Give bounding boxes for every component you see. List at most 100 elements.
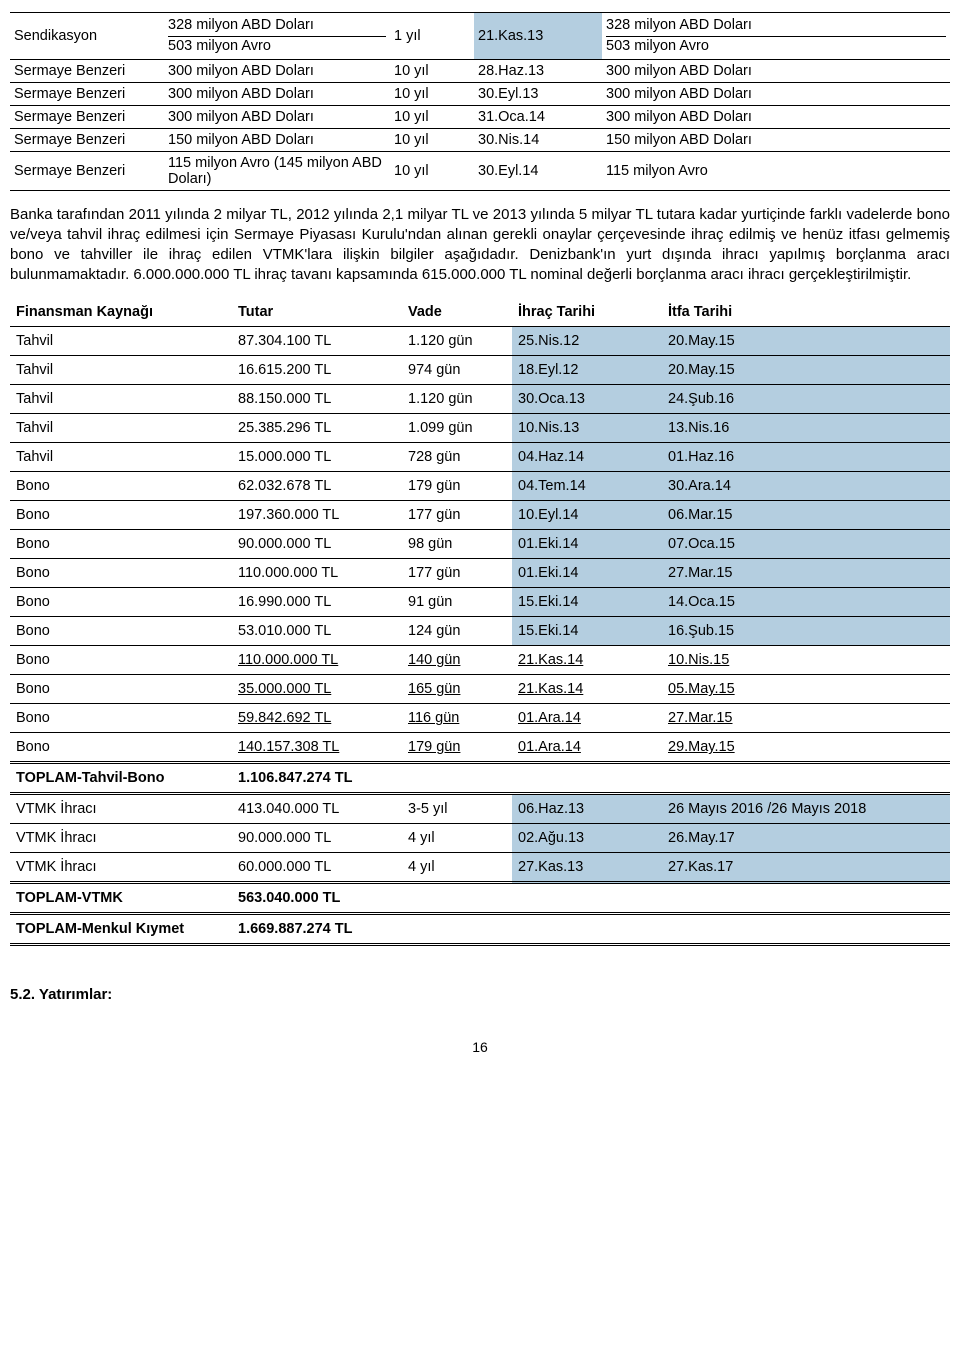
- cell: 14.Oca.15: [662, 588, 950, 617]
- cell: 300 milyon ABD Doları: [602, 106, 950, 129]
- cell: 4 yıl: [402, 853, 512, 883]
- cell: 35.000.000 TL: [232, 675, 402, 704]
- cell: 60.000.000 TL: [232, 853, 402, 883]
- cell: 98 gün: [402, 530, 512, 559]
- cell: 10 yıl: [390, 83, 474, 106]
- table-row: Bono110.000.000 TL177 gün01.Eki.1427.Mar…: [10, 559, 950, 588]
- cell: 300 milyon ABD Doları: [164, 106, 390, 129]
- paragraph-body: Banka tarafından 2011 yılında 2 milyar T…: [10, 205, 950, 284]
- cell: 1.669.887.274 TL: [232, 914, 402, 945]
- cell: Sermaye Benzeri: [10, 129, 164, 152]
- cell: 300 milyon ABD Doları: [164, 60, 390, 83]
- cell: Bono: [10, 501, 232, 530]
- cell: 110.000.000 TL: [232, 559, 402, 588]
- cell: Bono: [10, 617, 232, 646]
- cell: 140.157.308 TL: [232, 733, 402, 763]
- cell: 4 yıl: [402, 824, 512, 853]
- cell: [512, 883, 662, 914]
- cell: Sermaye Benzeri: [10, 83, 164, 106]
- cell: 59.842.692 TL: [232, 704, 402, 733]
- cell: 179 gün: [402, 472, 512, 501]
- cell: 16.Şub.15: [662, 617, 950, 646]
- cell: 13.Nis.16: [662, 414, 950, 443]
- cell: 21.Kas.14: [512, 646, 662, 675]
- cell: TOPLAM-Tahvil-Bono: [10, 763, 232, 794]
- cell: 21.Kas.14: [512, 675, 662, 704]
- page-number: 16: [10, 1039, 950, 1055]
- header-cell: Vade: [402, 298, 512, 327]
- cell: Bono: [10, 588, 232, 617]
- table-row: Bono90.000.000 TL98 gün01.Eki.1407.Oca.1…: [10, 530, 950, 559]
- cell: 24.Şub.16: [662, 385, 950, 414]
- cell: 26.May.17: [662, 824, 950, 853]
- cell: Tahvil: [10, 414, 232, 443]
- cell: [662, 883, 950, 914]
- cell: 1.120 gün: [402, 385, 512, 414]
- cell: 177 gün: [402, 501, 512, 530]
- cell: 140 gün: [402, 646, 512, 675]
- cell: 300 milyon ABD Doları: [602, 83, 950, 106]
- header-cell: İtfa Tarihi: [662, 298, 950, 327]
- cell: 15.000.000 TL: [232, 443, 402, 472]
- cell: 90.000.000 TL: [232, 530, 402, 559]
- cell: 05.May.15: [662, 675, 950, 704]
- cell: 01.Eki.14: [512, 559, 662, 588]
- table-sermaye: Sendikasyon328 milyon ABD Doları503 mily…: [10, 12, 950, 191]
- cell: [512, 914, 662, 945]
- table-row: Bono110.000.000 TL140 gün21.Kas.1410.Nis…: [10, 646, 950, 675]
- cell: 28.Haz.13: [474, 60, 602, 83]
- cell: 115 milyon Avro (145 milyon ABD Doları): [164, 152, 390, 191]
- cell: 01.Ara.14: [512, 733, 662, 763]
- cell: 27.Mar.15: [662, 704, 950, 733]
- cell: Tahvil: [10, 356, 232, 385]
- cell: 1 yıl: [390, 13, 474, 60]
- cell: 01.Ara.14: [512, 704, 662, 733]
- cell: 07.Oca.15: [662, 530, 950, 559]
- cell: 10.Nis.15: [662, 646, 950, 675]
- cell: Bono: [10, 675, 232, 704]
- cell: 1.099 gün: [402, 414, 512, 443]
- cell: 179 gün: [402, 733, 512, 763]
- cell: 728 gün: [402, 443, 512, 472]
- cell: 10 yıl: [390, 129, 474, 152]
- cell: 177 gün: [402, 559, 512, 588]
- cell: 27.Kas.17: [662, 853, 950, 883]
- cell: 1.106.847.274 TL: [232, 763, 402, 794]
- table-row: Sermaye Benzeri115 milyon Avro (145 mily…: [10, 152, 950, 191]
- cell: 563.040.000 TL: [232, 883, 402, 914]
- cell: [662, 914, 950, 945]
- cell: 62.032.678 TL: [232, 472, 402, 501]
- cell: 30.Ara.14: [662, 472, 950, 501]
- table-row: Sermaye Benzeri300 milyon ABD Doları10 y…: [10, 60, 950, 83]
- cell: 197.360.000 TL: [232, 501, 402, 530]
- cell: 16.615.200 TL: [232, 356, 402, 385]
- table-row: Sermaye Benzeri150 milyon ABD Doları10 y…: [10, 129, 950, 152]
- total-row: TOPLAM-VTMK563.040.000 TL: [10, 883, 950, 914]
- cell: 30.Nis.14: [474, 129, 602, 152]
- cell: Tahvil: [10, 385, 232, 414]
- cell: 29.May.15: [662, 733, 950, 763]
- cell: TOPLAM-Menkul Kıymet: [10, 914, 232, 945]
- cell: VTMK İhracı: [10, 794, 232, 824]
- table-row: Sermaye Benzeri300 milyon ABD Doları10 y…: [10, 106, 950, 129]
- cell: 02.Ağu.13: [512, 824, 662, 853]
- cell: Bono: [10, 530, 232, 559]
- cell: 124 gün: [402, 617, 512, 646]
- cell: 115 milyon Avro: [602, 152, 950, 191]
- cell: 01.Haz.16: [662, 443, 950, 472]
- cell: VTMK İhracı: [10, 853, 232, 883]
- cell: 88.150.000 TL: [232, 385, 402, 414]
- table-row: VTMK İhracı90.000.000 TL4 yıl02.Ağu.1326…: [10, 824, 950, 853]
- cell: 10 yıl: [390, 152, 474, 191]
- cell: [402, 883, 512, 914]
- cell: 30.Oca.13: [512, 385, 662, 414]
- cell: 116 gün: [402, 704, 512, 733]
- table-header: Finansman KaynağıTutarVadeİhraç Tarihiİt…: [10, 298, 950, 327]
- cell: 18.Eyl.12: [512, 356, 662, 385]
- cell: 10 yıl: [390, 106, 474, 129]
- cell: Bono: [10, 733, 232, 763]
- section-title: 5.2. Yatırımlar:: [10, 986, 950, 1003]
- table-row: Bono16.990.000 TL91 gün15.Eki.1414.Oca.1…: [10, 588, 950, 617]
- cell: Sermaye Benzeri: [10, 60, 164, 83]
- cell: 15.Eki.14: [512, 617, 662, 646]
